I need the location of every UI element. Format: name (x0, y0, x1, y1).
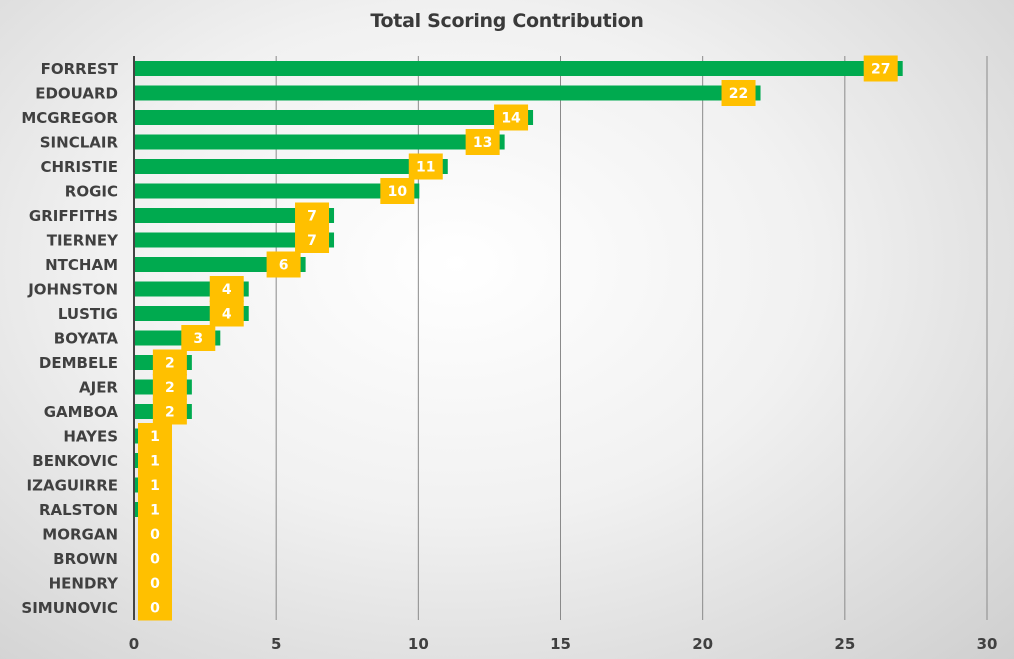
category-label: CHRISTIE (40, 158, 118, 176)
data-label: 2 (165, 380, 175, 396)
category-label: DEMBELE (39, 354, 118, 372)
data-label-box (181, 325, 216, 351)
category-label: FORREST (41, 60, 119, 78)
x-tick-label: 25 (834, 635, 855, 653)
bar-rogic (135, 183, 420, 199)
x-tick-label: 0 (129, 635, 139, 653)
data-label: 7 (307, 209, 317, 225)
x-tick-label: 30 (977, 635, 998, 653)
data-label-box (209, 276, 244, 302)
data-label-box (138, 594, 172, 621)
data-label: 0 (150, 552, 160, 568)
data-label-box (465, 129, 500, 155)
data-label-box (209, 300, 244, 327)
data-label-box (138, 423, 172, 449)
data-label: 1 (150, 503, 160, 519)
category-label: TIERNEY (47, 232, 119, 250)
data-label: 14 (501, 111, 521, 127)
data-label: 1 (150, 454, 160, 470)
category-label: RALSTON (39, 501, 118, 519)
data-label: 0 (150, 601, 160, 617)
data-label: 10 (388, 184, 408, 200)
category-label: BROWN (53, 550, 118, 568)
data-label-box (863, 55, 898, 82)
chart-title: Total Scoring Contribution (370, 10, 644, 32)
data-label-box (494, 104, 529, 131)
bar-christie (135, 159, 448, 174)
bars (135, 61, 903, 517)
data-label: 2 (165, 405, 175, 421)
category-label: BOYATA (54, 330, 119, 348)
data-label: 1 (150, 478, 160, 494)
data-label-box (138, 472, 172, 498)
bar-forrest (135, 61, 903, 76)
data-label: 7 (307, 233, 317, 249)
x-tick-label: 15 (550, 635, 571, 653)
bar-griffiths (135, 208, 335, 223)
data-label-box (138, 570, 172, 596)
data-label-box (138, 545, 172, 572)
data-label-box (408, 153, 443, 180)
bar-tierney (135, 232, 335, 248)
data-label-box (295, 202, 330, 229)
bar-ntcham (135, 257, 306, 272)
data-label: 3 (193, 331, 203, 347)
data-label-box (152, 398, 187, 425)
data-label: 6 (279, 258, 289, 274)
category-label: NTCHAM (45, 256, 118, 274)
data-label: 27 (871, 62, 890, 78)
data-label: 2 (165, 356, 175, 372)
category-label: ROGIC (65, 183, 118, 201)
data-label-box (138, 496, 172, 523)
data-label-box (721, 80, 756, 106)
bar-edouard (135, 85, 761, 101)
axes: 0 5 10 15 20 25 30FORRESTEDOUARDMCGREGORSINCLA… (21, 56, 997, 653)
x-tick-label: 5 (271, 635, 281, 653)
bar-sinclair (135, 134, 505, 150)
category-label: MCGREGOR (21, 109, 118, 127)
category-label: MORGAN (42, 526, 118, 544)
category-label: BENKOVIC (32, 452, 118, 470)
data-label: 1 (150, 429, 160, 445)
data-label-box (266, 251, 301, 278)
category-label: JOHNSTON (27, 281, 118, 299)
data-label-box (152, 374, 187, 400)
data-label: 4 (222, 282, 232, 298)
data-label: 22 (729, 86, 748, 102)
category-label: IZAGUIRRE (27, 477, 119, 495)
data-label-box (138, 447, 172, 474)
x-tick-label: 10 (408, 635, 429, 653)
category-label: HENDRY (49, 575, 120, 593)
data-label-box (138, 521, 172, 547)
category-label: HAYES (63, 428, 118, 446)
data-label: 11 (416, 160, 435, 176)
data-label: 4 (222, 307, 232, 323)
data-label-box (152, 349, 187, 376)
grid-lines (275, 56, 988, 620)
category-label: LUSTIG (58, 305, 118, 323)
category-label: AJER (79, 379, 118, 397)
data-label: 0 (150, 576, 160, 592)
data-label: 0 (150, 527, 160, 543)
data-label-box (380, 178, 415, 204)
x-tick-label: 20 (692, 635, 713, 653)
category-label: SINCLAIR (40, 134, 119, 152)
data-label-box (295, 227, 330, 253)
data-label: 13 (473, 135, 492, 151)
bar-mcgregor (135, 110, 534, 125)
category-label: EDOUARD (35, 85, 118, 103)
category-label: GAMBOA (44, 403, 119, 421)
category-label: GRIFFITHS (29, 207, 118, 225)
category-label: SIMUNOVIC (21, 599, 118, 617)
